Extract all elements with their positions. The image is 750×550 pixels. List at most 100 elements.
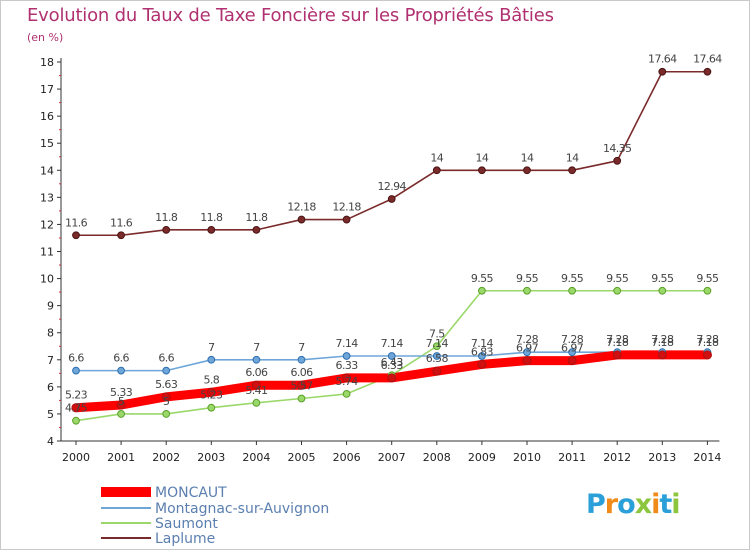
data-point: [523, 286, 531, 295]
series-points: [71, 67, 712, 425]
y-tick-label: 5: [47, 408, 54, 421]
data-label: 7.14: [336, 337, 359, 350]
data-point: [162, 410, 171, 418]
data-label: 9.55: [606, 272, 629, 285]
data-label: 12.18: [287, 201, 316, 214]
data-label: 11.6: [65, 216, 88, 229]
data-point: [117, 366, 125, 375]
y-tick-label: 17: [40, 83, 54, 96]
y-unit-label: (en %): [27, 31, 64, 44]
data-point: [658, 67, 667, 76]
x-tick-label: 2001: [107, 451, 135, 464]
data-point: [207, 225, 216, 234]
data-point: [342, 352, 351, 360]
data-label: 5.63: [155, 378, 178, 391]
data-label: 7.28: [696, 333, 719, 346]
data-point: [703, 286, 712, 295]
data-label: 7.14: [381, 337, 404, 350]
data-label: 5: [118, 395, 125, 408]
data-point: [297, 355, 306, 364]
legend-label: MONCAUT: [155, 485, 227, 501]
data-point: [206, 387, 216, 397]
x-tick-label: 2010: [513, 451, 541, 464]
data-label: 7: [208, 341, 215, 354]
data-point: [252, 355, 261, 364]
data-point: [387, 373, 397, 383]
data-point: [71, 403, 81, 413]
data-point: [568, 348, 576, 357]
data-label: 7.18: [606, 336, 629, 349]
x-tick-label: 2013: [648, 451, 676, 464]
data-label: 5.41: [245, 384, 267, 397]
data-label: 7.14: [471, 337, 494, 350]
data-point: [612, 350, 622, 360]
y-tick-label: 8: [47, 327, 54, 340]
proxiti-logo: Proxiti: [586, 489, 681, 520]
legend: MONCAUTMontagnac-sur-AuvignonSaumontLapl…: [101, 485, 329, 547]
data-label: 17.64: [693, 53, 722, 66]
data-label: 6.97: [516, 342, 539, 355]
data-label: 14: [566, 151, 579, 164]
data-label: 14.35: [603, 142, 632, 155]
x-tick-label: 2003: [197, 451, 225, 464]
y-tick-label: 10: [40, 273, 54, 286]
data-label: 5.57: [290, 379, 313, 392]
data-point: [251, 380, 261, 390]
data-point: [116, 400, 126, 410]
x-tick-label: 2014: [693, 451, 721, 464]
x-tick-label: 2007: [378, 451, 406, 464]
x-tick-label: 2011: [558, 451, 586, 464]
data-label: 5.8: [203, 373, 219, 386]
data-label: 11.8: [245, 211, 268, 224]
data-point: [72, 416, 80, 425]
data-label: 6.97: [561, 342, 584, 355]
data-label: 11.6: [110, 216, 133, 229]
data-point: [657, 350, 667, 360]
data-point: [162, 366, 171, 375]
data-point: [432, 366, 442, 376]
y-tick-label: 16: [40, 110, 54, 123]
data-label: 6.33: [336, 359, 359, 372]
data-point: [207, 403, 216, 412]
data-label: 6.33: [381, 359, 404, 372]
y-tick-label: 14: [40, 164, 54, 177]
data-label: 7.14: [426, 337, 449, 350]
data-point: [568, 286, 576, 295]
data-label: 14: [475, 151, 488, 164]
data-point: [568, 166, 576, 175]
data-point: [161, 392, 171, 402]
x-tick-label: 2002: [152, 451, 180, 464]
data-label: 6.83: [471, 345, 494, 358]
data-label: 7.28: [516, 333, 539, 346]
data-label: 7.28: [606, 333, 629, 346]
y-tick-label: 15: [40, 137, 54, 150]
data-labels: 11.6 11.6 11.8 11.8 11.8 12.18 12.18 12.94 14 14 1…: [65, 53, 723, 415]
data-point: [523, 166, 531, 175]
data-label: 5.74: [336, 375, 359, 388]
data-label: 9.55: [696, 272, 719, 285]
data-label: 6.6: [113, 352, 129, 365]
y-tick-label: 13: [40, 191, 54, 204]
y-tick-label: 6: [47, 381, 54, 394]
data-point: [117, 231, 125, 240]
data-label: 11.8: [155, 211, 178, 224]
data-label: 9.55: [561, 272, 584, 285]
data-label: 7.18: [651, 336, 674, 349]
data-point: [477, 359, 487, 369]
data-label: 11.8: [200, 211, 223, 224]
data-point: [387, 352, 396, 360]
data-point: [432, 342, 441, 351]
data-point: [252, 225, 261, 234]
data-point: [162, 225, 171, 234]
data-point: [297, 215, 306, 224]
data-point: [613, 156, 622, 165]
data-point: [117, 410, 125, 418]
data-point: [387, 195, 396, 203]
data-label: 14: [521, 151, 534, 164]
y-tick-label: 4: [47, 435, 54, 448]
data-point: [523, 348, 531, 357]
x-tick-label: 2005: [288, 451, 316, 464]
data-point: [522, 356, 532, 366]
